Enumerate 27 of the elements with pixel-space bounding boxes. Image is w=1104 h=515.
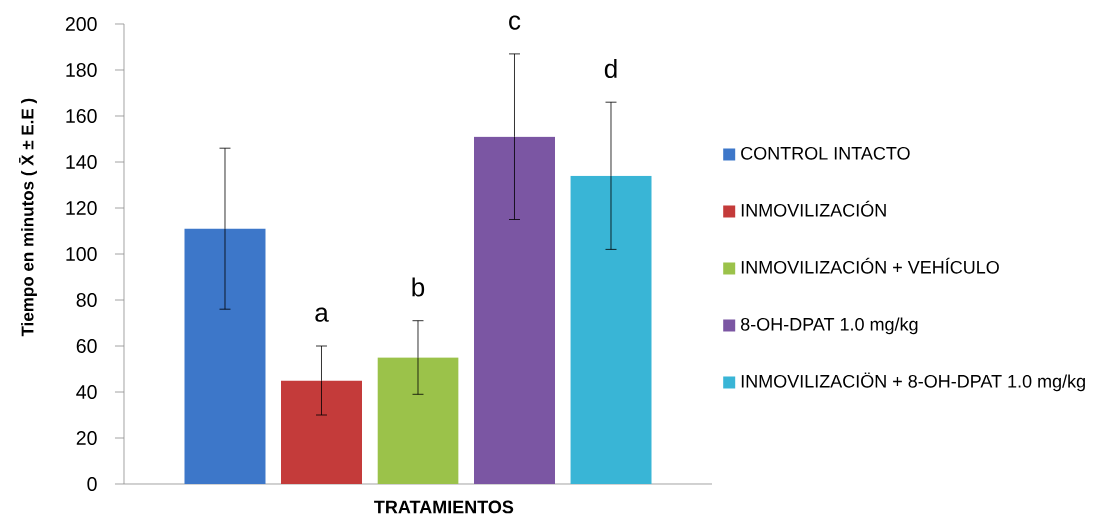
annotation: d (604, 58, 617, 78)
y-tick-label: 120 (66, 201, 97, 215)
y-axis-title: Tiempo en minutos ( X̄ ± E.E ) (19, 98, 37, 337)
y-tick-label: 160 (66, 109, 97, 123)
y-tick-label: 20 (76, 431, 97, 445)
bar (377, 357, 459, 484)
legend-label: INMOVILIZACIÓN (741, 200, 886, 217)
y-tick-label: 100 (66, 247, 97, 261)
bar (281, 380, 362, 484)
legend-label: INMOVILIZACIÖN + 8-OH-DPAT 1.0 mg/kg (741, 372, 1085, 392)
legend-label: INMOVILIZACIÓN + VEHÍCULO (741, 257, 999, 274)
y-tick-label: 180 (66, 63, 97, 77)
y-tick-label: 80 (76, 293, 97, 307)
y-tick-label: 60 (76, 339, 97, 353)
annotation: c (509, 15, 521, 30)
annotation: a (315, 307, 329, 322)
legend-label: 8-OH-DPAT 1.0 mg/kg (740, 317, 918, 335)
y-tick-label: 40 (76, 385, 97, 399)
y-tick-label: 0 (87, 477, 97, 491)
x-axis-title: TRATAMIENTOS (374, 500, 514, 514)
legend-label: CONTROL INTACTO (741, 146, 910, 160)
y-tick-label: 140 (66, 155, 97, 169)
bar (570, 175, 652, 484)
y-tick-label: 200 (65, 17, 97, 31)
annotation: b (412, 277, 425, 297)
bar (474, 136, 555, 484)
bar (184, 228, 266, 484)
